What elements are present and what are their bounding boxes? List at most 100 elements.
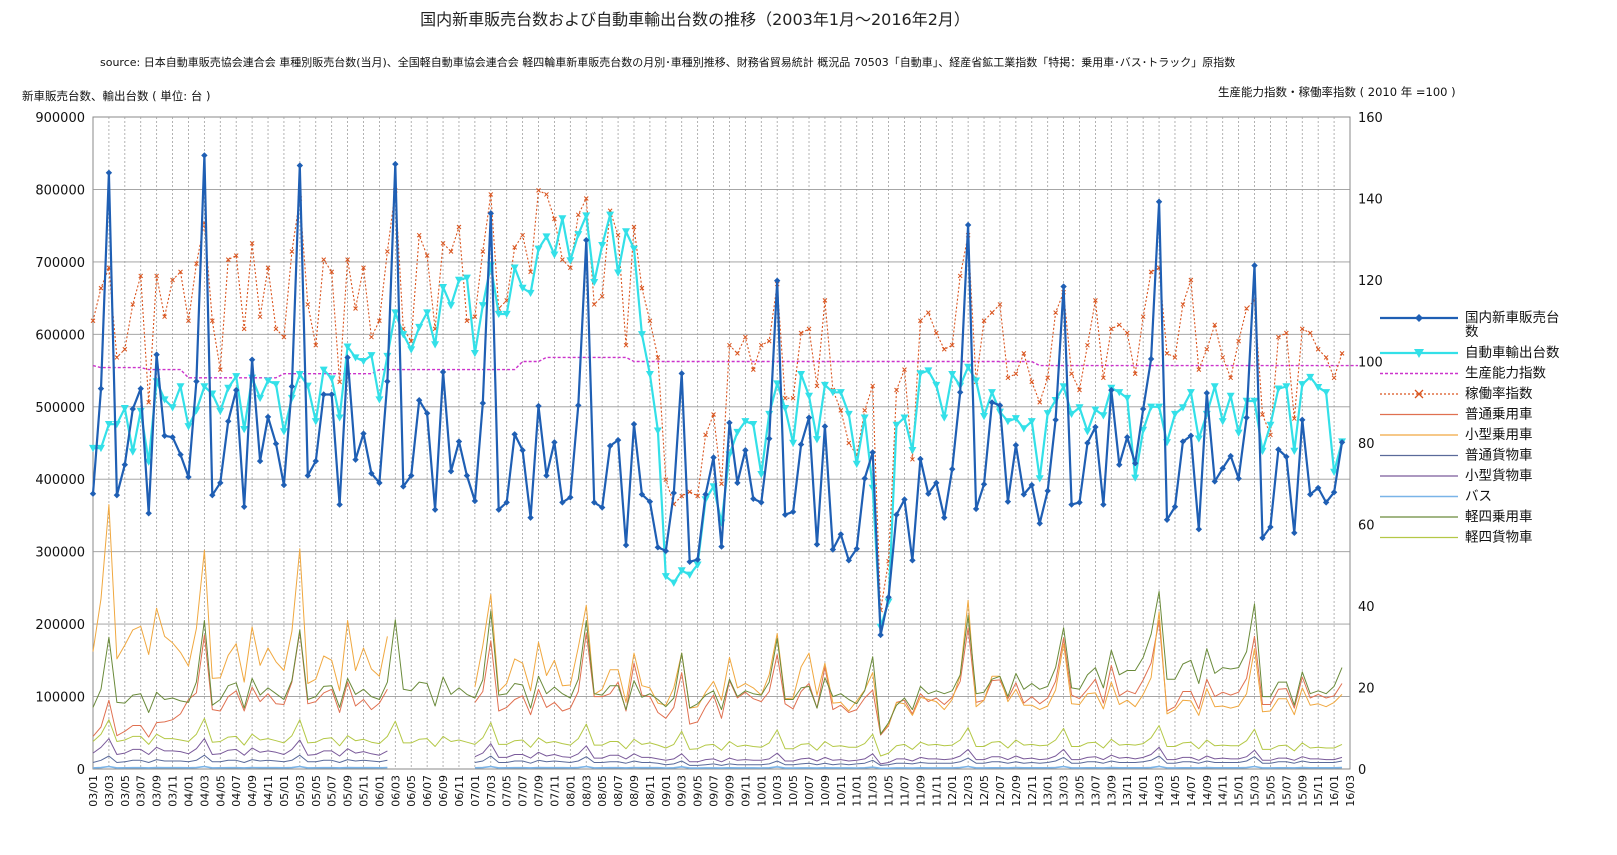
data-point: [1012, 441, 1020, 449]
series-line: [474, 765, 1343, 770]
data-point: [154, 273, 159, 279]
x-tick-label: 05/03: [294, 775, 307, 807]
data-point: [423, 410, 431, 417]
data-point: [797, 441, 805, 448]
legend-label: 稼働率指数: [1465, 385, 1533, 402]
y-right-tick-label: 100: [1358, 356, 1383, 371]
series-7: [92, 754, 1343, 766]
data-point: [1267, 523, 1274, 531]
data-point: [186, 318, 191, 324]
data-point: [1140, 314, 1146, 320]
y-axis-right-label: 生産能力指数・稼働率指数 ( 2010 年 =100 ): [1218, 85, 1456, 99]
data-point: [240, 503, 248, 510]
data-point: [685, 571, 694, 579]
data-point: [415, 323, 424, 332]
data-point: [829, 546, 837, 553]
data-point: [520, 232, 525, 238]
data-point: [933, 330, 939, 336]
series-3: [92, 356, 1358, 379]
x-tick-label: 11/11: [930, 775, 943, 807]
data-point: [837, 531, 845, 538]
data-point: [1298, 381, 1307, 389]
data-point: [271, 381, 280, 389]
x-tick-label: 15/05: [1264, 775, 1277, 807]
x-tick-label: 10/11: [835, 775, 848, 807]
x-tick-label: 16/03: [1344, 775, 1357, 807]
data-point: [852, 460, 861, 469]
data-point: [845, 557, 852, 564]
data-point: [536, 187, 541, 193]
data-point: [812, 436, 821, 444]
x-tick-label: 14/05: [1169, 775, 1182, 807]
data-point: [416, 232, 422, 238]
data-point: [1044, 487, 1051, 495]
data-point: [176, 383, 185, 391]
data-point: [494, 310, 503, 319]
data-point: [328, 391, 335, 398]
data-point: [138, 273, 144, 279]
data-point: [766, 338, 772, 344]
data-point: [996, 402, 1004, 409]
data-point: [638, 491, 646, 498]
data-point: [400, 483, 407, 490]
data-point: [773, 380, 782, 388]
data-point: [1100, 501, 1107, 508]
data-point: [925, 310, 931, 315]
data-point: [264, 413, 272, 421]
y-left-tick-label: 300000: [35, 546, 85, 561]
data-point: [542, 233, 551, 241]
data-point: [727, 342, 732, 348]
data-point: [296, 162, 304, 169]
data-point: [719, 481, 724, 487]
data-point: [566, 257, 575, 265]
data-point: [1123, 394, 1132, 403]
data-point: [1290, 447, 1299, 455]
x-tick-label: 07/07: [517, 775, 530, 807]
data-point: [145, 510, 152, 517]
data-point: [957, 273, 963, 279]
data-point: [1019, 425, 1028, 433]
data-point: [1155, 198, 1163, 205]
data-point: [838, 408, 844, 413]
x-tick-label: 13/05: [1074, 775, 1087, 807]
data-point: [574, 231, 583, 239]
data-point: [789, 508, 797, 516]
y-left-tick-label: 700000: [35, 256, 85, 271]
data-point: [820, 381, 829, 390]
data-point: [455, 438, 463, 445]
data-point: [1260, 412, 1265, 417]
legend-marker: [1414, 389, 1424, 399]
data-point: [447, 468, 455, 475]
x-tick-label: 05/11: [357, 775, 370, 807]
data-point: [710, 454, 717, 461]
data-point: [956, 389, 964, 396]
data-point: [431, 506, 439, 513]
x-tick-label: 05/05: [310, 775, 323, 807]
data-point: [1204, 346, 1210, 352]
x-tick-label: 06/11: [453, 775, 466, 807]
y-left-tick-label: 900000: [35, 111, 85, 126]
data-point: [518, 284, 527, 292]
data-point: [470, 349, 479, 358]
x-tick-label: 12/07: [994, 775, 1007, 807]
data-point: [639, 285, 645, 291]
data-point: [129, 405, 136, 413]
data-point: [1322, 389, 1331, 397]
x-tick-label: 04/07: [230, 775, 243, 807]
data-point: [669, 579, 678, 587]
data-point: [869, 449, 876, 456]
x-tick-label: 10/07: [803, 775, 816, 807]
data-point: [1314, 384, 1323, 392]
data-point: [162, 314, 167, 320]
data-point: [225, 418, 232, 425]
x-tick-label: 07/01: [469, 775, 482, 807]
data-point: [1171, 503, 1179, 510]
data-point: [1124, 330, 1130, 336]
x-tick-label: 07/09: [533, 775, 546, 807]
data-point: [527, 514, 534, 521]
series-line: [474, 755, 1343, 766]
x-tick-label: 05/09: [342, 775, 355, 807]
data-point: [694, 556, 701, 563]
data-point: [279, 428, 288, 436]
data-point: [1243, 414, 1250, 421]
